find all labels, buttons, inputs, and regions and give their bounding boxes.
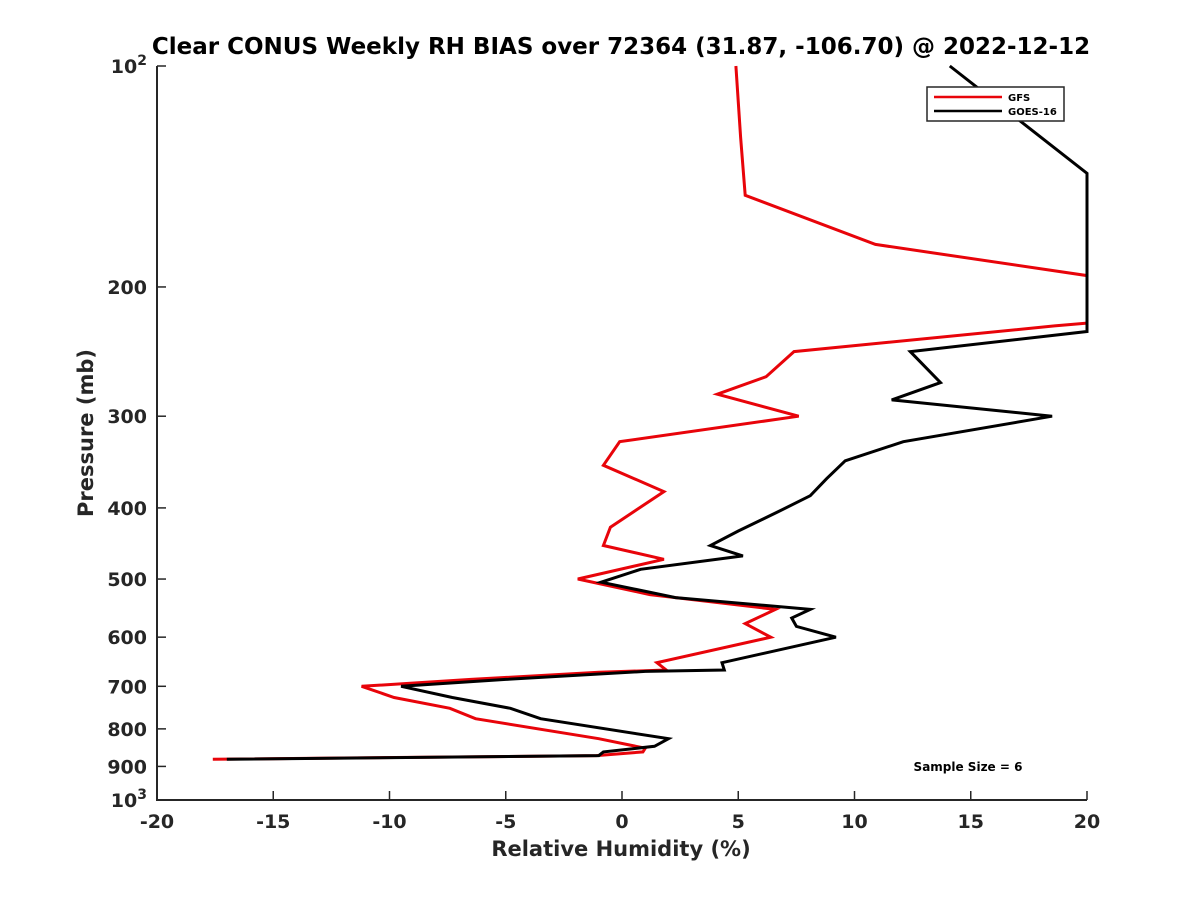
legend-label-gfs: GFS bbox=[1008, 93, 1030, 104]
x-tick-label: 10 bbox=[841, 811, 867, 833]
y-tick-label: 600 bbox=[107, 627, 147, 649]
series-layer bbox=[212, 64, 1089, 761]
y-axis-ticks: 102 200 300 400 500 600 700 800 900 103 bbox=[107, 53, 166, 812]
x-tick-label: 20 bbox=[1074, 811, 1100, 833]
legend: GFS GOES-16 bbox=[926, 86, 1065, 122]
x-tick-label: 0 bbox=[615, 811, 628, 833]
y-axis-label: Pressure (mb) bbox=[74, 349, 98, 517]
sample-size-annotation: Sample Size = 6 bbox=[914, 760, 1023, 774]
chart-title: Clear CONUS Weekly RH BIAS over 72364 (3… bbox=[152, 34, 1090, 60]
x-tick-label: -20 bbox=[140, 811, 174, 833]
series-line-gfs bbox=[212, 65, 1089, 761]
x-axis-label: Relative Humidity (%) bbox=[491, 837, 750, 861]
y-tick-label: 102 bbox=[111, 53, 147, 78]
x-tick-label: 5 bbox=[732, 811, 745, 833]
x-tick-label: -15 bbox=[256, 811, 290, 833]
y-tick-label: 700 bbox=[107, 676, 147, 698]
y-tick-label: 300 bbox=[107, 406, 147, 428]
y-tick-label: 500 bbox=[107, 569, 147, 591]
y-tick-label: 400 bbox=[107, 498, 147, 520]
x-tick-label: 15 bbox=[958, 811, 984, 833]
y-tick-label: 200 bbox=[107, 277, 147, 299]
legend-label-goes16: GOES-16 bbox=[1008, 107, 1057, 118]
x-tick-label: -10 bbox=[372, 811, 406, 833]
x-tick-label: -5 bbox=[495, 811, 516, 833]
legend-box bbox=[926, 86, 1065, 122]
x-axis-ticks: -20 -15 -10 -5 0 5 10 15 20 bbox=[140, 791, 1100, 833]
y-tick-label: 800 bbox=[107, 719, 147, 741]
y-tick-label: 900 bbox=[107, 756, 147, 778]
plot-area: -20 -15 -10 -5 0 5 10 15 20 102 200 300 400 500 600 70… bbox=[107, 53, 1100, 833]
y-tick-label: 103 bbox=[111, 787, 147, 812]
series-line-goes16 bbox=[226, 64, 1089, 761]
